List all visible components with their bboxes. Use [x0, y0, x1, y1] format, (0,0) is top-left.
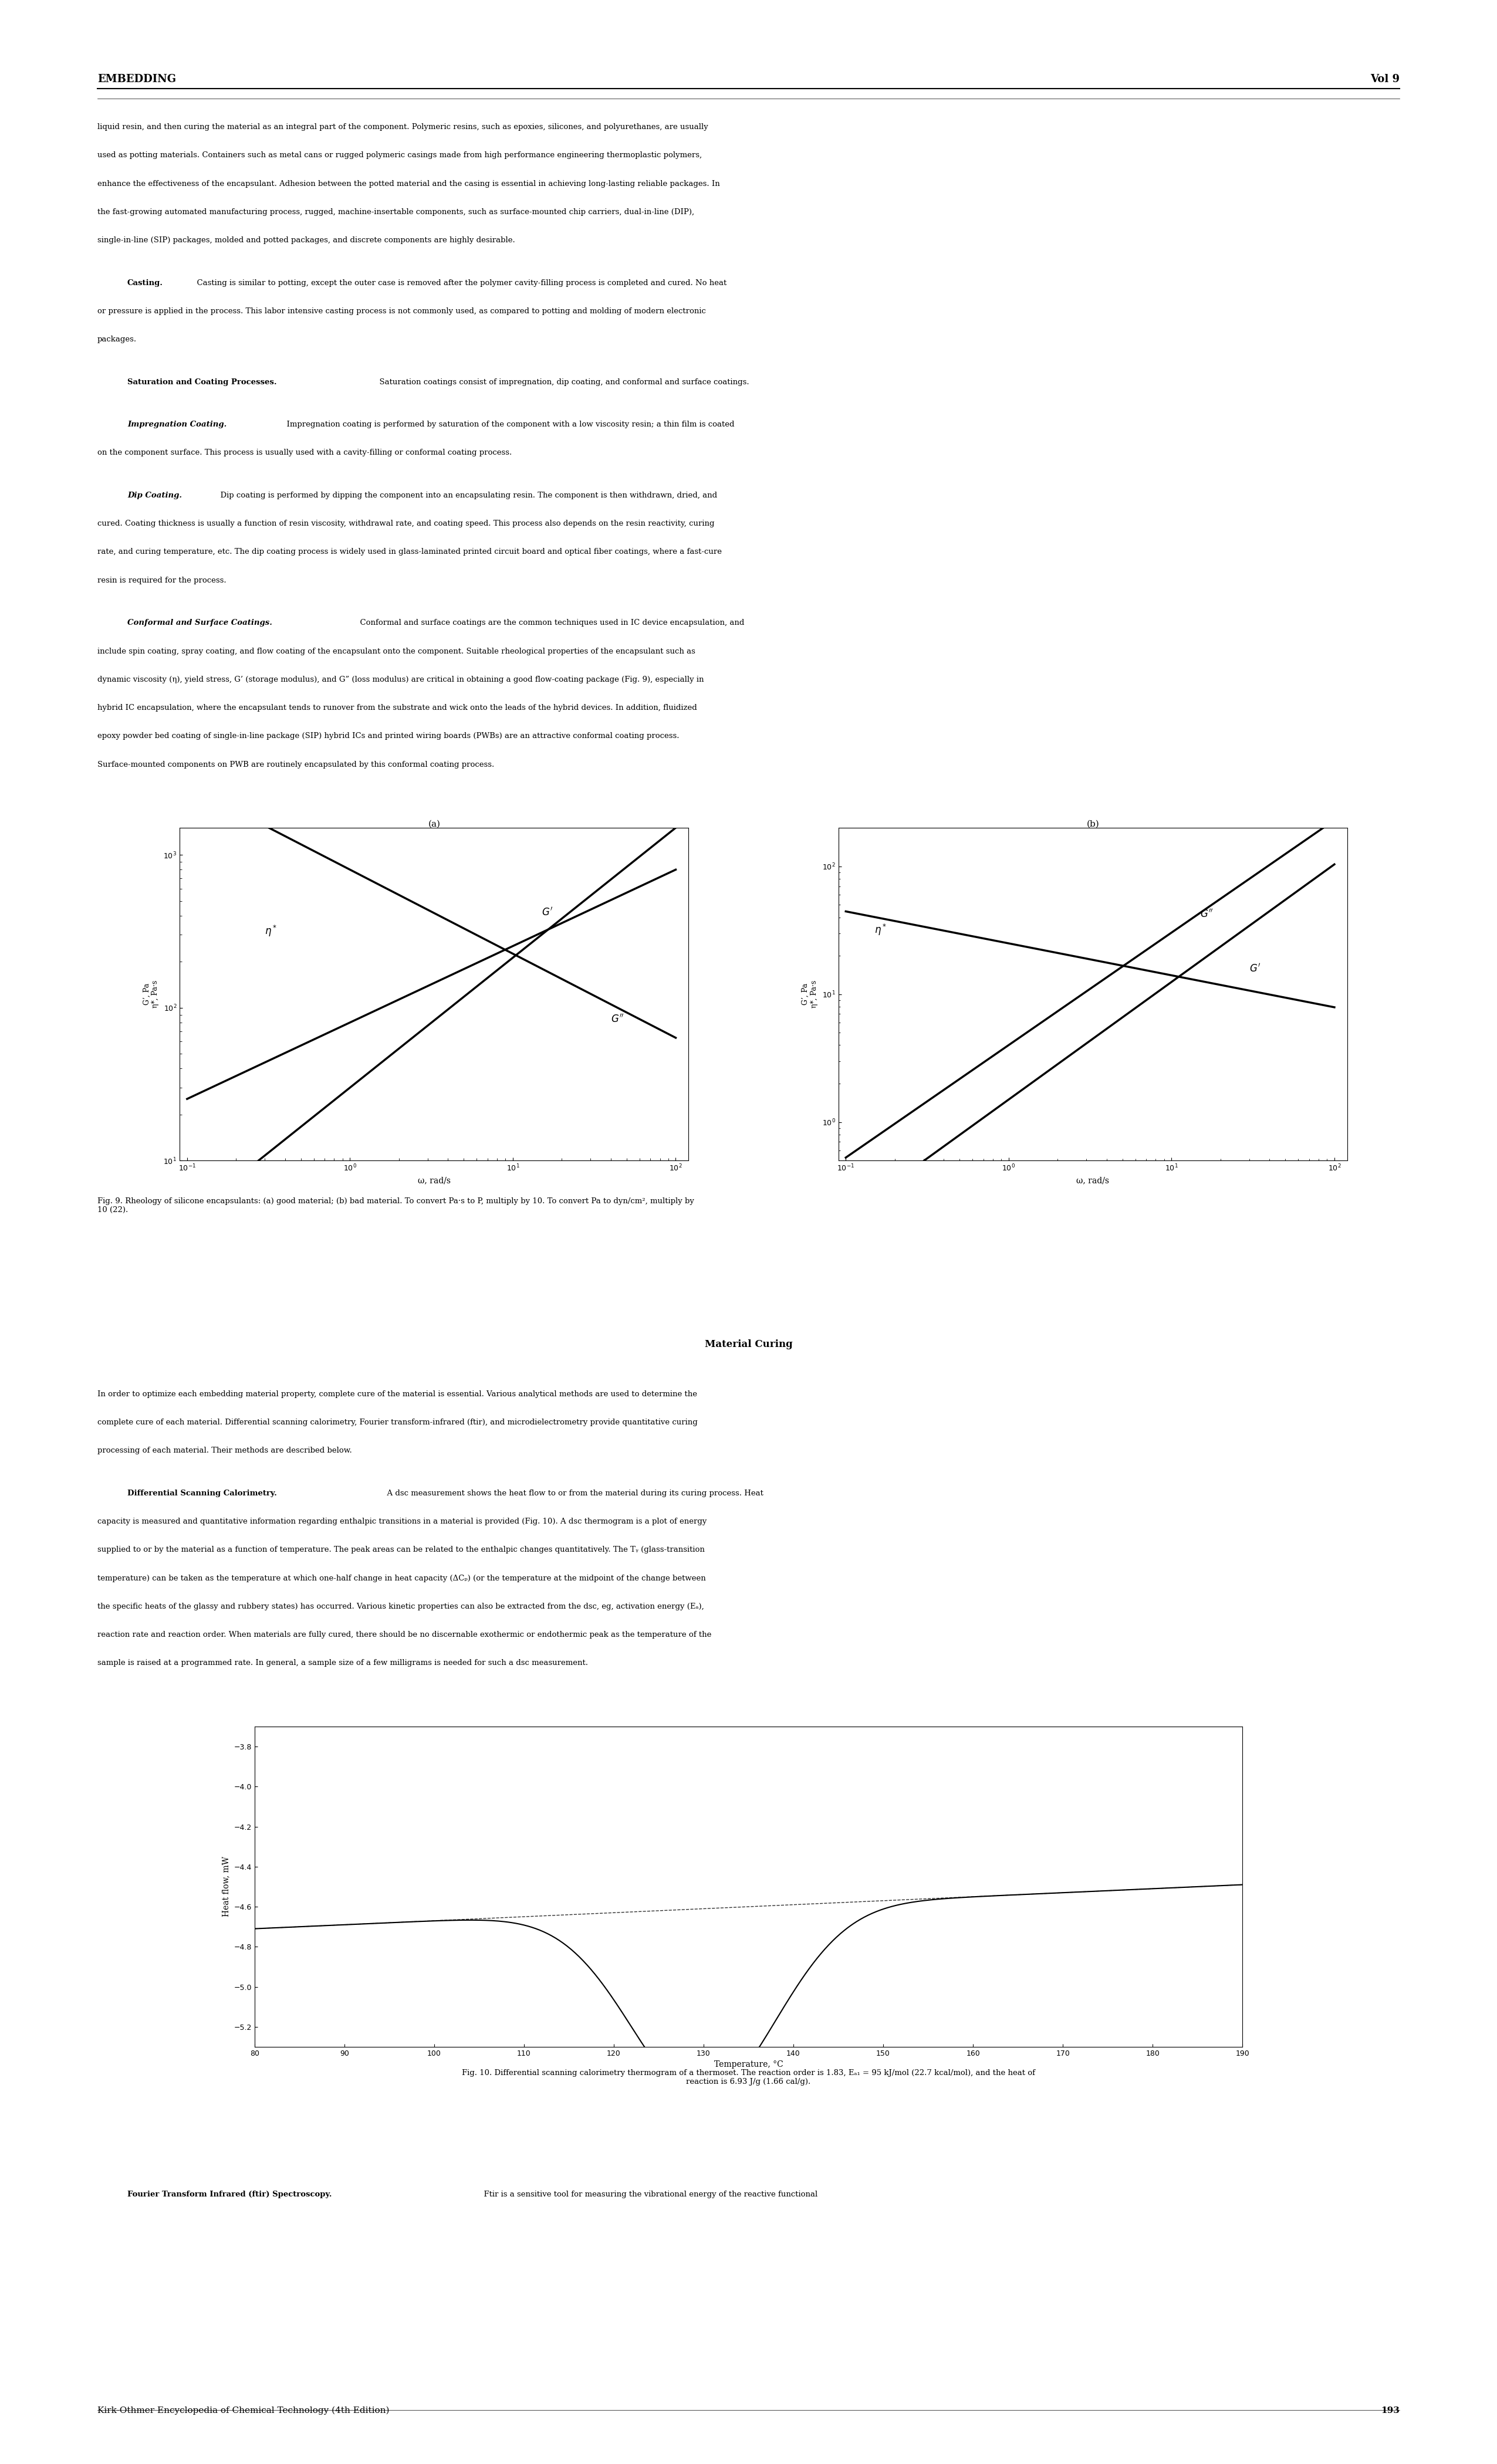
Text: $\eta^*$: $\eta^*$: [265, 924, 277, 939]
Text: Ftir is a sensitive tool for measuring the vibrational energy of the reactive fu: Ftir is a sensitive tool for measuring t…: [479, 2190, 817, 2198]
Text: the specific heats of the glassy and rubbery states) has occurred. Various kinet: the specific heats of the glassy and rub…: [97, 1602, 704, 1611]
Text: A dsc measurement shows the heat flow to or from the material during its curing : A dsc measurement shows the heat flow to…: [382, 1488, 763, 1498]
Text: cured. Coating thickness is usually a function of resin viscosity, withdrawal ra: cured. Coating thickness is usually a fu…: [97, 520, 714, 527]
Text: liquid resin, and then curing the material as an integral part of the component.: liquid resin, and then curing the materi…: [97, 123, 708, 131]
Text: EMBEDDING: EMBEDDING: [97, 74, 177, 84]
Text: rate, and curing temperature, etc. The dip coating process is widely used in gla: rate, and curing temperature, etc. The d…: [97, 547, 722, 557]
Y-axis label: Heat flow, mW: Heat flow, mW: [222, 1855, 231, 1917]
Text: resin is required for the process.: resin is required for the process.: [97, 577, 226, 584]
Text: Casting.: Casting.: [127, 278, 163, 286]
Text: 193: 193: [1382, 2407, 1400, 2415]
Text: Conformal and surface coatings are the common techniques used in IC device encap: Conformal and surface coatings are the c…: [355, 618, 744, 626]
Text: include spin coating, spray coating, and flow coating of the encapsulant onto th: include spin coating, spray coating, and…: [97, 648, 695, 655]
X-axis label: Temperature, °C: Temperature, °C: [714, 2060, 783, 2070]
Text: $\eta^*$: $\eta^*$: [874, 922, 886, 936]
Text: complete cure of each material. Differential scanning calorimetry, Fourier trans: complete cure of each material. Differen…: [97, 1419, 698, 1427]
Text: Fig. 10. Differential scanning calorimetry thermogram of a thermoset. The reacti: Fig. 10. Differential scanning calorimet…: [463, 2070, 1034, 2085]
Text: Material Curing: Material Curing: [705, 1338, 792, 1350]
Text: capacity is measured and quantitative information regarding enthalpic transition: capacity is measured and quantitative in…: [97, 1518, 707, 1525]
Text: or pressure is applied in the process. This labor intensive casting process is n: or pressure is applied in the process. T…: [97, 308, 705, 315]
Text: $G'$: $G'$: [1248, 963, 1260, 973]
Text: processing of each material. Their methods are described below.: processing of each material. Their metho…: [97, 1446, 352, 1454]
Text: supplied to or by the material as a function of temperature. The peak areas can : supplied to or by the material as a func…: [97, 1545, 705, 1555]
Text: Kirk-Othmer Encyclopedia of Chemical Technology (4th Edition): Kirk-Othmer Encyclopedia of Chemical Tec…: [97, 2407, 389, 2415]
Title: (b): (b): [1087, 821, 1099, 828]
Text: $G^{\prime\prime}$: $G^{\prime\prime}$: [1201, 909, 1214, 919]
X-axis label: ω, rad/s: ω, rad/s: [1076, 1175, 1109, 1185]
Text: In order to optimize each embedding material property, complete cure of the mate: In order to optimize each embedding mate…: [97, 1390, 698, 1397]
X-axis label: ω, rad/s: ω, rad/s: [418, 1175, 451, 1185]
Text: sample is raised at a programmed rate. In general, a sample size of a few millig: sample is raised at a programmed rate. I…: [97, 1658, 588, 1668]
Text: Saturation coatings consist of impregnation, dip coating, and conformal and surf: Saturation coatings consist of impregnat…: [374, 377, 748, 387]
Y-axis label: G’, Pa
η*, Pa·s: G’, Pa η*, Pa·s: [142, 981, 159, 1008]
Text: Saturation and Coating Processes.: Saturation and Coating Processes.: [127, 377, 277, 387]
Text: Fourier Transform Infrared (ftir) Spectroscopy.: Fourier Transform Infrared (ftir) Spectr…: [127, 2190, 332, 2198]
Text: hybrid IC encapsulation, where the encapsulant tends to runover from the substra: hybrid IC encapsulation, where the encap…: [97, 705, 698, 712]
Text: Impregnation coating is performed by saturation of the component with a low visc: Impregnation coating is performed by sat…: [281, 421, 734, 429]
Text: packages.: packages.: [97, 335, 136, 342]
Text: Dip coating is performed by dipping the component into an encapsulating resin. T: Dip coating is performed by dipping the …: [216, 490, 717, 500]
Text: reaction rate and reaction order. When materials are fully cured, there should b: reaction rate and reaction order. When m…: [97, 1631, 711, 1639]
Text: Conformal and Surface Coatings.: Conformal and Surface Coatings.: [127, 618, 272, 626]
Text: $G'$: $G'$: [542, 907, 552, 919]
Text: Impregnation Coating.: Impregnation Coating.: [127, 421, 226, 429]
Text: the fast-growing automated manufacturing process, rugged, machine-insertable com: the fast-growing automated manufacturing…: [97, 207, 695, 217]
Text: temperature) can be taken as the temperature at which one-half change in heat ca: temperature) can be taken as the tempera…: [97, 1574, 705, 1582]
Text: Surface-mounted components on PWB are routinely encapsulated by this conformal c: Surface-mounted components on PWB are ro…: [97, 761, 494, 769]
Text: $G^{\prime\prime}$: $G^{\prime\prime}$: [611, 1013, 624, 1025]
Text: epoxy powder bed coating of single-in-line package (SIP) hybrid ICs and printed : epoxy powder bed coating of single-in-li…: [97, 732, 680, 739]
Text: dynamic viscosity (η), yield stress, G’ (storage modulus), and G” (loss modulus): dynamic viscosity (η), yield stress, G’ …: [97, 675, 704, 683]
Text: Vol 9: Vol 9: [1370, 74, 1400, 84]
Text: Dip Coating.: Dip Coating.: [127, 490, 181, 500]
Y-axis label: G’, Pa
η*, Pa·s: G’, Pa η*, Pa·s: [801, 981, 817, 1008]
Text: Differential Scanning Calorimetry.: Differential Scanning Calorimetry.: [127, 1488, 277, 1498]
Text: enhance the effectiveness of the encapsulant. Adhesion between the potted materi: enhance the effectiveness of the encapsu…: [97, 180, 720, 187]
Text: single-in-line (SIP) packages, molded and potted packages, and discrete componen: single-in-line (SIP) packages, molded an…: [97, 237, 515, 244]
Text: Casting is similar to potting, except the outer case is removed after the polyme: Casting is similar to potting, except th…: [192, 278, 726, 286]
Text: Fig. 9. Rheology of silicone encapsulants: (a) good material; (b) bad material. : Fig. 9. Rheology of silicone encapsulant…: [97, 1198, 695, 1215]
Text: used as potting materials. Containers such as metal cans or rugged polymeric cas: used as potting materials. Containers su…: [97, 153, 702, 160]
Title: (a): (a): [428, 821, 440, 828]
Text: on the component surface. This process is usually used with a cavity-filling or : on the component surface. This process i…: [97, 448, 512, 456]
